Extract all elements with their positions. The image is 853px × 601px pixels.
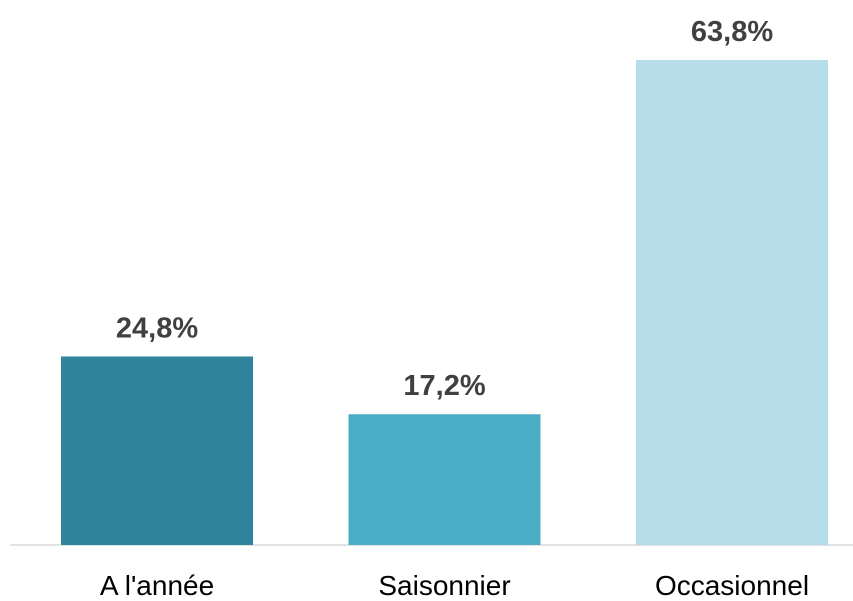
value-label: 17,2% [403,370,485,402]
x-tick-label: Saisonnier [378,570,510,601]
x-tick-label: Occasionnel [655,570,809,601]
x-tick-label: A l'année [100,570,214,601]
value-label: 63,8% [691,16,773,48]
bar [636,60,828,545]
bar [348,414,541,545]
bar [61,356,253,545]
value-label: 24,8% [116,312,198,344]
